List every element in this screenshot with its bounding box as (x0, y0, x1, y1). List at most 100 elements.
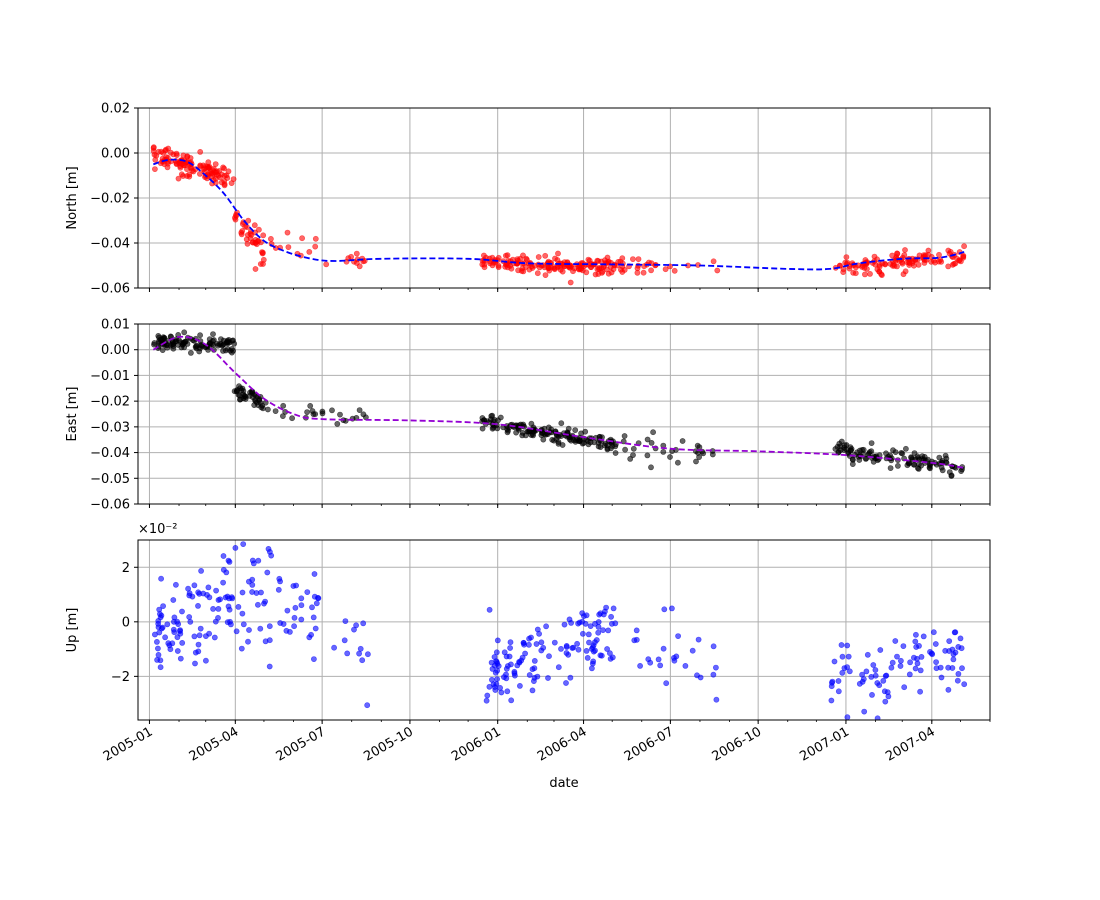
data-point (161, 161, 168, 167)
data-point (583, 648, 590, 654)
data-point (957, 635, 964, 642)
data-point (164, 621, 171, 628)
data-point (157, 664, 164, 671)
data-point (536, 630, 542, 637)
data-point (187, 618, 194, 625)
data-point (602, 608, 608, 615)
data-point (239, 228, 246, 234)
data-point (220, 553, 227, 559)
data-point (852, 724, 857, 729)
data-point (645, 656, 652, 663)
data-point (897, 663, 904, 669)
data-point (901, 684, 908, 691)
data-point (835, 449, 842, 455)
data-point (598, 652, 605, 659)
data-point (312, 243, 319, 250)
axes-frame (137, 539, 991, 721)
data-point (536, 264, 543, 271)
data-point (591, 439, 598, 446)
data-point (559, 268, 566, 275)
data-point (239, 221, 246, 227)
data-point (275, 586, 282, 593)
panel-north: −0.06 −0.04 −0.02 0.00 0.02 North [m] (65, 102, 991, 297)
data-point (863, 668, 870, 675)
data-point (174, 648, 181, 654)
data-point (911, 461, 918, 468)
data-point (240, 541, 247, 547)
data-point (173, 150, 180, 157)
data-point (570, 644, 577, 651)
data-point (225, 557, 232, 564)
data-point (526, 641, 532, 648)
data-point (518, 267, 525, 274)
data-point (630, 452, 636, 458)
data-point (259, 249, 265, 255)
data-point (600, 627, 606, 633)
y-tick-label: −0.02 (90, 395, 130, 410)
data-point (895, 462, 901, 469)
data-point (479, 425, 486, 432)
data-point (229, 595, 236, 602)
data-point (936, 251, 942, 258)
data-point (210, 606, 216, 612)
data-point (856, 680, 863, 687)
data-point (589, 660, 596, 667)
data-point (839, 669, 846, 676)
data-point (534, 270, 541, 277)
data-point (903, 445, 909, 452)
data-point (239, 610, 246, 617)
data-point (630, 445, 637, 452)
data-point (952, 629, 959, 636)
data-point (520, 639, 527, 646)
data-point (255, 557, 262, 564)
data-point (894, 653, 900, 660)
data-point (197, 148, 204, 155)
data-point (878, 271, 885, 278)
data-point (877, 647, 884, 653)
x-tick-label: 2005-07 (274, 724, 329, 764)
data-point (689, 647, 696, 654)
data-point (195, 589, 202, 596)
data-point (917, 667, 924, 674)
data-point (620, 438, 627, 445)
data-point (545, 675, 551, 681)
data-point (888, 664, 895, 671)
data-point (900, 643, 907, 649)
points-east (151, 329, 966, 479)
data-point (205, 346, 211, 353)
data-point (249, 589, 255, 595)
data-point (631, 637, 638, 644)
data-point (205, 584, 212, 591)
data-point (566, 616, 573, 623)
data-point (596, 264, 603, 271)
data-point (220, 164, 226, 171)
data-point (567, 674, 574, 681)
data-point (608, 269, 615, 276)
data-point (331, 644, 337, 651)
data-point (266, 663, 273, 670)
data-point (927, 649, 933, 655)
data-point (494, 425, 501, 432)
data-point (621, 433, 628, 439)
y-tick-label: −0.03 (90, 420, 130, 435)
data-point (220, 566, 227, 573)
data-point (535, 254, 542, 260)
data-point (617, 258, 624, 265)
data-point (249, 557, 256, 564)
data-point (310, 656, 317, 662)
data-point (580, 630, 586, 637)
data-point (356, 407, 363, 413)
data-point (872, 261, 879, 268)
data-point (844, 642, 851, 649)
data-point (846, 265, 853, 272)
data-point (215, 606, 222, 612)
data-point (607, 655, 614, 662)
data-point (635, 256, 642, 262)
data-point (846, 668, 853, 675)
data-point (213, 587, 219, 594)
data-point (862, 271, 868, 278)
data-point (546, 653, 552, 660)
data-point (210, 331, 216, 337)
panel-east: −0.06 −0.05 −0.04 −0.03 −0.02 −0.01 0.00 0.01 Ea… (65, 318, 991, 513)
data-point (868, 440, 875, 446)
